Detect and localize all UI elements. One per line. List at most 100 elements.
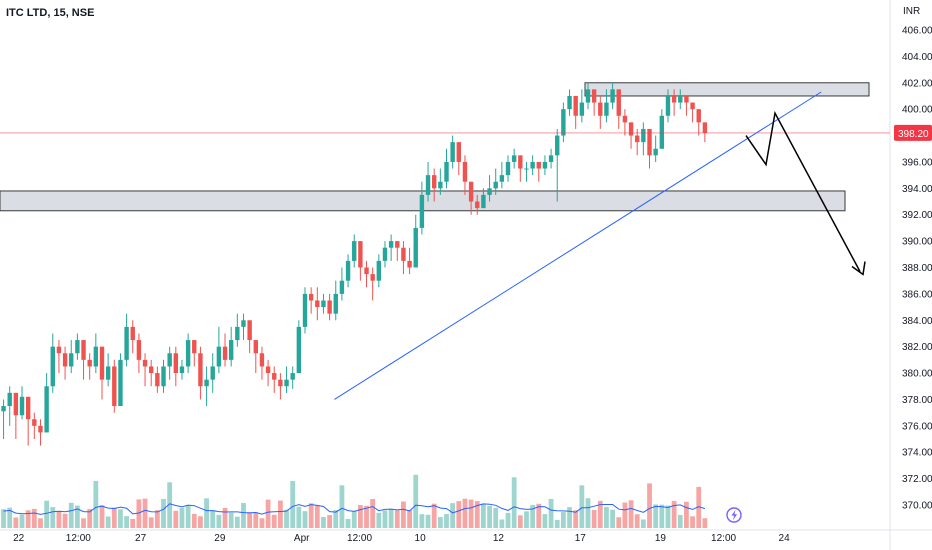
volume-bar — [548, 498, 554, 528]
volume-bar — [253, 512, 259, 528]
candle-body — [173, 353, 179, 374]
volume-bar — [394, 510, 400, 528]
volume-bar — [487, 505, 492, 528]
y-tick-label: 400.00 — [902, 105, 932, 116]
candle-body — [487, 188, 492, 195]
candle-body — [475, 201, 480, 209]
volume-bar — [142, 498, 148, 528]
volume-bar — [511, 477, 517, 528]
y-tick-label: 382.00 — [902, 342, 932, 353]
candle-body — [99, 346, 105, 380]
candle-body — [579, 102, 585, 116]
last-price-label: 398.20 — [898, 129, 929, 140]
time-axis[interactable]: 22 12:00 27 29 Apr 12:00 10 12 17 19 12:00 24 — [13, 533, 790, 544]
projection-arrowhead — [851, 261, 866, 276]
volume-bar — [640, 519, 646, 528]
volume-bar — [647, 483, 652, 528]
volume-moving-average — [3, 503, 706, 515]
volume-bar — [530, 504, 536, 528]
volume-bar — [105, 516, 111, 528]
y-tick-label: 404.00 — [902, 52, 932, 63]
volume-bar — [690, 516, 695, 528]
candle-body — [425, 175, 431, 195]
volume-bar — [302, 511, 308, 528]
volume-bar — [56, 510, 62, 528]
candle-body — [93, 346, 99, 367]
drawings[interactable] — [0, 91, 890, 400]
candle-body — [130, 326, 135, 341]
volume-bar — [87, 509, 93, 528]
resistance-rectangle — [584, 82, 870, 97]
candle-body — [573, 95, 578, 116]
volume-bar — [93, 480, 99, 528]
volume-bar — [259, 518, 265, 528]
candle-body — [192, 340, 197, 354]
candle-body — [419, 194, 425, 228]
volume-ma-line — [3, 503, 706, 515]
candle-body — [19, 396, 25, 416]
candle-body — [622, 115, 628, 123]
volume-bar — [130, 518, 136, 528]
volume-bar — [702, 518, 708, 528]
x-tick-label: 12:00 — [711, 533, 736, 544]
candle-body — [585, 89, 591, 103]
candle-body — [511, 155, 517, 162]
candle-body — [450, 142, 455, 162]
volume-bar — [25, 510, 31, 528]
volume-bar — [413, 474, 419, 528]
candle-body — [290, 373, 295, 380]
volume-bar — [610, 509, 616, 528]
candle-body — [493, 181, 498, 189]
candle-body — [32, 419, 37, 426]
volume-bar — [1, 509, 6, 528]
volume-bar — [333, 510, 339, 528]
volume-bar — [591, 509, 597, 528]
candle-body — [413, 227, 418, 268]
volume-bar — [505, 512, 511, 528]
candle-body — [382, 247, 388, 261]
candle-body — [315, 300, 320, 308]
volume-bar — [684, 501, 689, 528]
candle-body — [659, 115, 665, 149]
y-tick-label: 376.00 — [902, 421, 932, 432]
projection-path — [745, 110, 861, 272]
candle-body — [259, 353, 265, 367]
volume-bar — [118, 509, 123, 528]
candle-body — [653, 148, 658, 156]
candle-body — [684, 95, 689, 103]
volume-bar — [542, 514, 548, 528]
price-axis[interactable]: INR406.00404.00402.00400.00398.00396.003… — [894, 6, 932, 512]
volume-bar — [81, 518, 86, 528]
volume-bar — [456, 501, 462, 528]
candle-body — [542, 161, 548, 169]
candle-body — [530, 161, 535, 169]
candle-body — [149, 366, 154, 374]
candle-body — [591, 89, 597, 103]
candle-body — [536, 161, 541, 169]
volume-bar — [148, 517, 154, 528]
candle-body — [179, 366, 185, 374]
candle-body — [352, 241, 357, 261]
candle-body — [598, 102, 603, 116]
candle-body — [604, 102, 609, 116]
volume-bar — [560, 512, 566, 528]
volume-bar — [597, 500, 603, 528]
candle-body — [155, 373, 160, 387]
volume-bar — [99, 505, 105, 528]
lightning-bolt-icon[interactable] — [726, 507, 742, 523]
candle-body — [81, 340, 86, 360]
volume-bar — [167, 482, 173, 528]
candle-body — [222, 346, 228, 360]
volume-bar — [161, 498, 166, 528]
candle-body — [610, 89, 615, 103]
volume-bar — [493, 507, 499, 528]
candle-body — [241, 320, 246, 327]
volume-bar — [74, 505, 80, 528]
candle-body — [210, 366, 215, 380]
candle-body — [370, 274, 375, 281]
volume-bar — [524, 511, 529, 528]
y-tick-label: 394.00 — [902, 184, 932, 195]
candle-body — [302, 293, 308, 327]
